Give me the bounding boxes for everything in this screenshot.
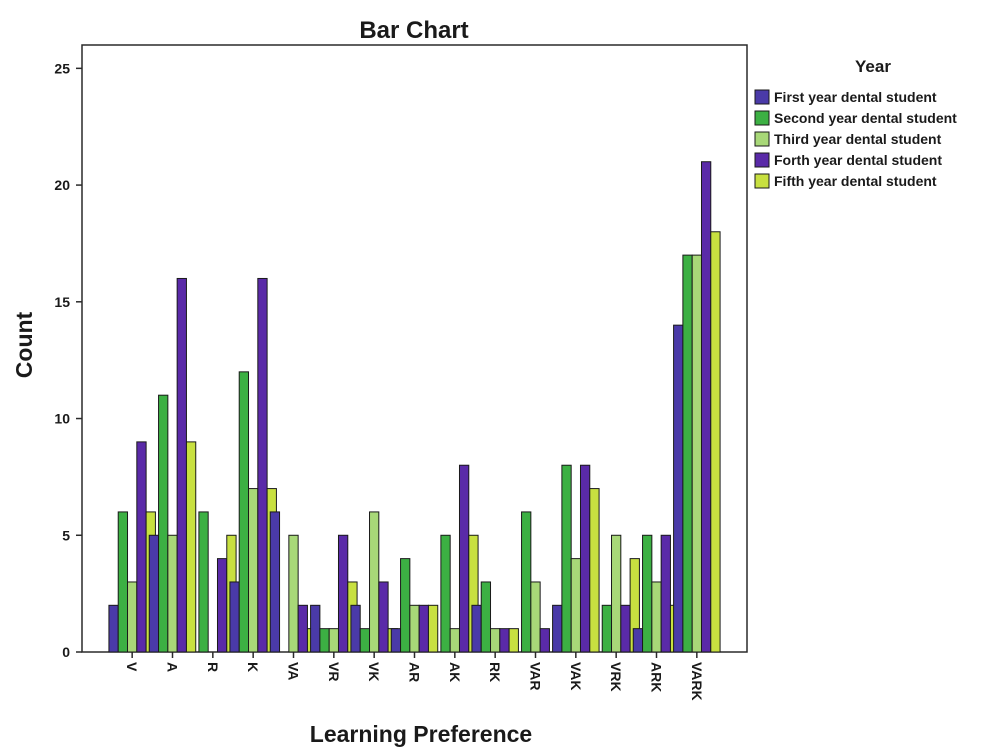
bar [620, 604, 631, 653]
x-tick-label: VAK [568, 662, 584, 691]
bar [158, 394, 169, 653]
bar [269, 511, 281, 653]
bar [539, 628, 550, 653]
y-tick-label: 10 [54, 411, 70, 427]
bar [400, 558, 411, 653]
x-tick-label: VR [326, 662, 342, 681]
x-tick-label: VARK [689, 662, 705, 701]
legend-label: Second year dental student [774, 110, 957, 126]
bar [561, 464, 572, 653]
bar [288, 534, 299, 653]
bar [552, 604, 563, 653]
bar [682, 254, 693, 653]
bar [691, 254, 702, 653]
bar [471, 604, 482, 653]
x-tick-label: VK [366, 662, 382, 681]
bar [297, 604, 308, 653]
bar [310, 604, 321, 653]
bar [248, 488, 259, 653]
bar [117, 511, 129, 653]
legend-label: Fifth year dental student [774, 173, 937, 189]
bar [350, 604, 361, 653]
bar [601, 604, 613, 653]
bar [700, 161, 712, 653]
bar [319, 628, 330, 653]
x-tick-label: AR [407, 662, 423, 682]
x-axis: V A R K VA VR VK AR AK RK VAR VAK VRK ARK VARK [124, 652, 705, 701]
bar [148, 534, 160, 653]
bar [530, 581, 541, 653]
legend-swatch [754, 110, 770, 126]
bar [369, 511, 380, 653]
bar [337, 534, 349, 653]
bar [508, 628, 519, 653]
bar [136, 441, 147, 653]
x-tick-label: AK [447, 662, 463, 682]
bar [449, 628, 460, 653]
y-tick-label: 25 [54, 60, 70, 76]
legend-label: Forth year dental student [774, 152, 942, 168]
bar [480, 581, 492, 653]
bar [611, 534, 622, 653]
legend-swatch [754, 89, 770, 105]
bar [257, 277, 268, 653]
bar [185, 441, 197, 653]
legend-swatch [754, 152, 770, 168]
legend-label: First year dental student [774, 89, 937, 105]
x-tick-label: A [165, 662, 181, 672]
bar [499, 628, 510, 653]
bar [409, 604, 420, 653]
x-tick-label: ARK [649, 662, 665, 692]
bar [660, 534, 671, 653]
bar [458, 464, 470, 653]
y-tick-label: 0 [62, 644, 70, 660]
bar [378, 581, 389, 653]
bar [521, 511, 532, 653]
bar [176, 277, 187, 653]
bar [579, 464, 591, 653]
bar [328, 628, 339, 653]
bar [216, 558, 228, 653]
x-tick-label: K [245, 662, 261, 672]
bar [651, 581, 662, 653]
bar [229, 581, 240, 653]
bar [198, 511, 209, 653]
bar [390, 628, 402, 653]
bar [673, 324, 684, 653]
bar [427, 604, 439, 653]
y-axis-title: Count [11, 311, 37, 378]
legend-label: Third year dental student [774, 131, 942, 147]
y-tick-label: 5 [62, 527, 70, 543]
y-tick-label: 15 [54, 294, 70, 310]
bar [642, 534, 653, 653]
bar [490, 628, 501, 653]
legend-title: Year [855, 57, 891, 76]
y-axis: 0 5 10 15 20 25 [54, 60, 82, 660]
bar [238, 371, 250, 653]
y-tick-label: 20 [54, 177, 70, 193]
legend-swatch [754, 131, 770, 147]
chart-title: Bar Chart [359, 17, 468, 44]
x-tick-label: V [124, 662, 140, 672]
bar [418, 604, 429, 653]
bars [108, 161, 721, 653]
legend: Year First year dental student Second yea… [754, 57, 957, 189]
bar [440, 534, 451, 653]
bar [359, 628, 371, 653]
x-tick-label: R [205, 662, 221, 672]
bar [127, 581, 138, 653]
bar [570, 558, 581, 653]
x-axis-title: Learning Preference [310, 721, 532, 747]
x-tick-label: VAR [528, 662, 544, 691]
x-tick-label: VRK [608, 662, 624, 692]
bar [710, 231, 721, 653]
bar [632, 628, 644, 653]
bar [167, 534, 178, 653]
legend-swatch [754, 173, 770, 189]
x-tick-label: VA [286, 662, 302, 680]
bar [108, 604, 119, 653]
bar [589, 488, 600, 653]
x-tick-label: RK [487, 662, 503, 682]
